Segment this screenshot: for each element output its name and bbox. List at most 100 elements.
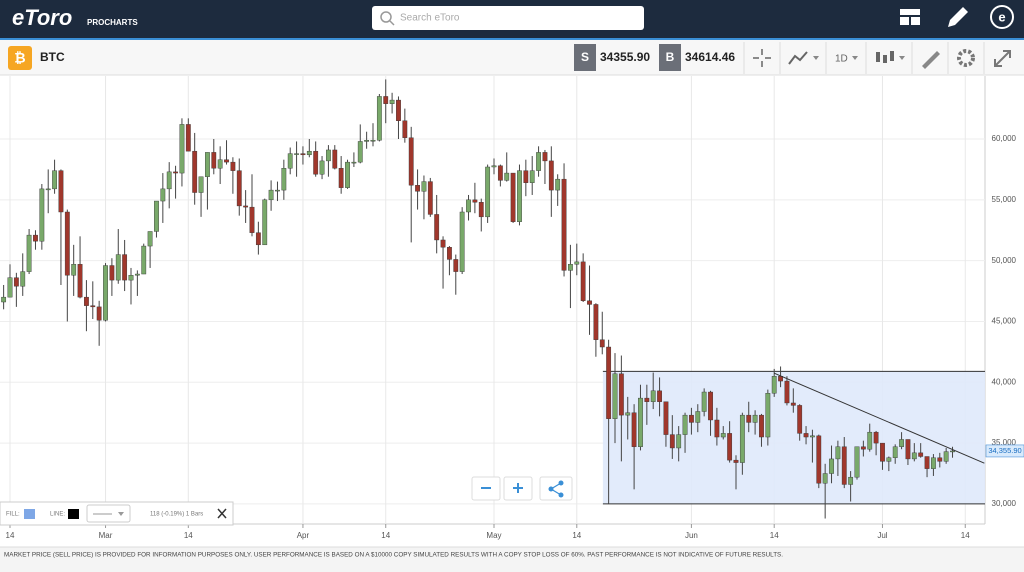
candle-body [816,435,822,484]
line-swatch[interactable] [68,509,79,519]
search-box[interactable] [372,6,644,30]
product-name: PROCHARTS [87,18,138,27]
close-button[interactable] [217,508,227,519]
candle-body [644,397,650,402]
candle-body [771,376,777,394]
candle-body [759,414,764,438]
candle-body [886,457,892,462]
x-tick-label: Apr [297,531,310,540]
candle-body [657,390,662,402]
candle-body [497,165,503,181]
candle-body [166,171,172,190]
candle-body [720,433,726,438]
candle-body [313,150,319,175]
buy-badge[interactable] [659,44,681,71]
chart-type-button[interactable] [788,51,808,65]
candle-body [587,300,592,305]
candle-body [58,170,64,213]
candle-body [230,161,236,171]
candle-body [931,457,936,469]
candle-body [154,200,159,232]
candle-body [746,414,752,423]
btc-icon-glyph: ₿ [14,50,25,66]
candle-body [421,181,427,192]
line-label: LINE: [50,512,65,518]
candle-body [447,247,452,260]
candle-body [835,446,841,460]
y-tick-label: 50,000 [992,256,1017,265]
candle-body [345,161,350,188]
symbol: BTC [40,50,65,64]
x-tick-label: Jun [685,531,698,540]
candle-body [26,234,32,272]
candle-body [510,172,516,222]
candle-body [281,168,287,191]
dropdown-arrow [813,56,819,60]
candle-body [631,412,637,447]
candle-body [867,431,873,450]
candle-type-button[interactable] [876,51,894,63]
candle-body [122,254,128,281]
candle-body [236,170,242,207]
candle-body [682,414,688,435]
candle-body [873,431,879,444]
trendline [774,372,985,464]
candle-body [357,141,363,163]
candle-body [466,199,471,213]
candle-body [33,234,38,242]
candle-body [765,393,771,438]
candle-body [459,211,465,272]
candle-body [822,473,828,484]
candle-body [103,265,108,321]
candle-body [90,305,96,308]
candle-body [924,456,930,469]
candle-body [580,261,586,301]
candle-body [115,254,121,281]
candle-body [606,346,612,419]
layout-icon[interactable] [900,9,920,25]
zoom-in-icon [513,483,523,493]
fill-swatch[interactable] [24,509,35,519]
drawing-info: 118 (-0.19%) 1 Bars [150,512,203,518]
candle-body [128,275,134,281]
edit-icon[interactable] [948,7,968,27]
search-icon [380,11,392,23]
candle-body [485,166,491,218]
candle-body [739,414,745,463]
y-tick-label: 40,000 [992,377,1017,386]
candle-body [147,231,153,247]
candle-body [319,160,325,175]
share-button[interactable] [539,476,573,501]
y-tick-label: 60,000 [992,134,1017,143]
candle-body [504,172,510,181]
buy-price: 34614.46 [685,50,735,64]
y-tick-label: 45,000 [992,317,1017,326]
candle-body [841,446,847,485]
interval-button[interactable]: 1D [835,54,848,65]
candle-body [1,296,7,303]
footer [0,547,1024,572]
crosshair-button[interactable] [753,49,771,67]
draw-button[interactable] [922,51,940,69]
logo[interactable]: eToro [12,5,72,30]
dropdown-arrow [118,512,124,516]
candle-body [937,457,943,462]
candle-body [294,153,299,155]
candle-body [192,150,198,193]
etoro-icon[interactable] [990,5,1014,29]
fullscreen-button[interactable] [994,50,1011,67]
x-tick-label: 14 [381,531,390,540]
candle-body [45,188,51,191]
x-tick-label: May [486,531,501,540]
candle-body [695,411,701,423]
settings-button[interactable] [957,49,975,67]
last-price-label: 34,355.90 [988,446,1021,455]
candle-body [733,459,739,463]
search-icon-handle [389,20,395,26]
candle-body [77,264,83,298]
candle-body [84,296,89,306]
candle-body [160,188,166,202]
sell-badge[interactable] [574,44,596,71]
candle-body [7,277,13,298]
